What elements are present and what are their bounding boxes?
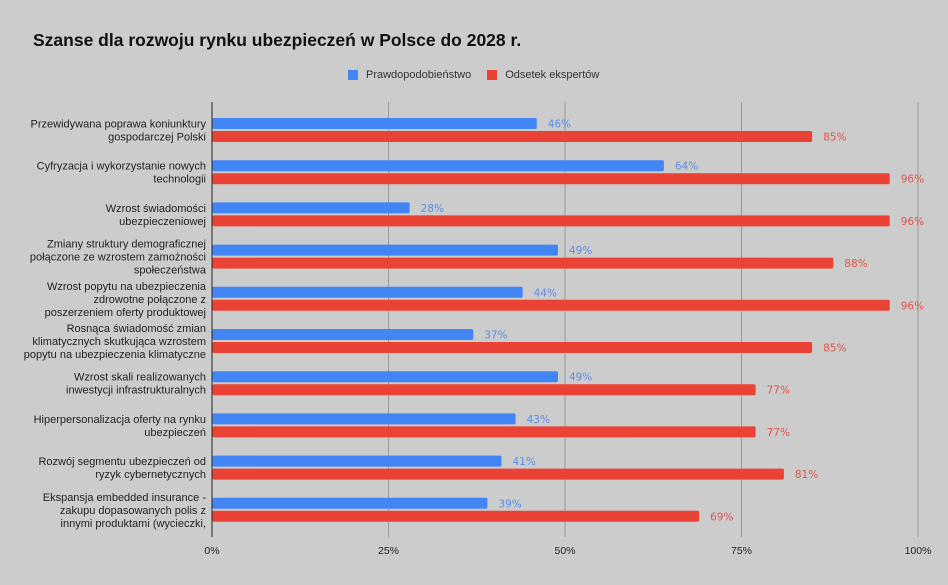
value-label-probability: 41% [512,456,535,468]
category-label: Wzrost popytu na ubezpieczenia zdrowotne … [45,281,207,319]
category-label-line: Hiperpersonalizacja oferty na rynku [34,414,206,426]
value-label-probability: 28% [421,203,444,215]
value-label-probability: 46% [548,119,571,131]
value-label-probability: 39% [498,498,521,510]
bar-probability[interactable] [212,286,523,298]
category-label: Zmiany struktury demograficznej połączone… [30,239,207,277]
category-label-line: zdrowotne połączone z [93,294,206,306]
bar-experts[interactable] [212,426,756,438]
category-label: Wzrost skali realizowanych inwestycji inf… [66,372,206,397]
bar-probability[interactable] [212,202,410,214]
bar-experts[interactable] [212,131,813,142]
legend-swatch-experts [487,70,498,80]
category-labels: Przewidywana poprawa koniunktury gospodar… [24,119,207,530]
bar-probability[interactable] [212,455,502,467]
bar-probability[interactable] [212,413,516,425]
category-label-line: Wzrost skali realizowanych [74,372,206,384]
category-label: Wzrost świadomości ubezpieczeniowej [106,203,206,228]
category-label-line: innymi produktami (wycieczki, [61,518,206,530]
value-label-probability: 49% [569,245,592,257]
value-labels: 46% 85% 64% 96% 28% 96% 49% 88% 44% 96% 37% 85% 49% 7… [421,119,924,524]
category-label-line: ubezpieczeń [144,427,206,439]
category-label-line: klimatycznych skutkująca wzrostem [32,336,206,348]
value-label-experts: 85% [823,343,846,355]
category-label: Cyfryzacja i wykorzystanie nowych technol… [37,161,206,186]
bar-probability[interactable] [212,160,664,172]
value-label-experts: 96% [901,216,924,228]
value-label-probability: 43% [527,414,550,426]
value-label-experts: 96% [901,300,924,312]
value-label-experts: 85% [823,132,846,144]
bars [212,118,890,522]
category-label-line: Cyfryzacja i wykorzystanie nowych [37,161,206,173]
category-label-line: popytu na ubezpieczenia klimatyczne [24,349,206,361]
value-label-probability: 49% [569,372,592,384]
category-label-line: ubezpieczeniowej [119,216,206,228]
category-label: Rozwój segmentu ubezpieczeń od ryzyk cybe… [38,456,206,481]
value-label-probability: 44% [534,287,557,299]
value-label-experts: 96% [901,174,924,186]
category-label: Ekspansja embedded insurance -zakupu dop… [43,492,207,530]
bar-probability[interactable] [212,118,537,129]
category-label: Hiperpersonalizacja oferty na rynku ubezp… [34,414,206,439]
category-label-line: Rozwój segmentu ubezpieczeń od [38,456,206,468]
category-label-line: Wzrost popytu na ubezpieczenia [47,281,207,293]
bar-experts[interactable] [212,384,756,396]
legend-label-experts: Odsetek ekspertów [505,69,600,81]
category-label-line: społeczeństwa [134,265,207,277]
bar-probability[interactable] [212,329,474,340]
value-label-experts: 88% [844,258,867,270]
category-label-line: technologii [153,174,206,186]
legend-label-probability: Prawdopodobieństwo [366,69,472,81]
category-label-line: zakupu dopasowanych polis z [60,505,206,517]
x-tick-label: 25% [378,545,399,557]
x-tick-label: 0% [204,545,219,557]
bar-experts[interactable] [212,173,890,185]
value-label-experts: 81% [795,469,818,481]
value-label-experts: 77% [767,385,790,397]
x-tick-label: 75% [731,545,752,557]
value-label-experts: 77% [767,427,790,439]
category-label: Przewidywana poprawa koniunktury gospodar… [31,119,207,144]
category-label-line: Ekspansja embedded insurance - [43,492,207,504]
bar-probability[interactable] [212,244,558,256]
bar-probability[interactable] [212,497,488,509]
bar-experts[interactable] [212,257,834,269]
category-label-line: gospodarczej Polski [108,132,206,144]
bar-experts[interactable] [212,215,890,227]
category-label-line: Rosnąca świadomość zmian [67,323,206,335]
x-tick-label: 100% [905,545,932,557]
bar-experts[interactable] [212,299,890,311]
bar-experts[interactable] [212,342,813,353]
x-tick-label: 50% [554,545,575,557]
category-label-line: ryzyk cybernetycznych [95,469,206,481]
category-label-line: inwestycji infrastrukturalnych [66,385,206,397]
category-label-line: Zmiany struktury demograficznej [47,239,206,251]
category-label-line: Przewidywana poprawa koniunktury [31,119,207,131]
category-label-line: Wzrost świadomości [106,203,206,215]
bar-probability[interactable] [212,371,558,383]
bar-experts[interactable] [212,510,700,522]
legend-swatch-probability [348,70,358,80]
category-label-line: poszerzeniem oferty produktowej [45,307,206,319]
legend-item-experts[interactable]: Odsetek ekspertów [487,69,599,81]
x-axis-ticks: 0% 25% 50% 75% 100% [204,545,931,557]
value-label-experts: 69% [710,511,733,523]
chart-title: Szanse dla rozwoju rynku ubezpieczeń w P… [33,30,522,50]
value-label-probability: 64% [675,161,698,173]
legend: Prawdopodobieństwo Odsetek ekspertów [348,69,615,81]
legend-item-probability[interactable]: Prawdopodobieństwo [348,69,471,81]
bar-experts[interactable] [212,468,784,480]
category-label-line: połączone ze wzrostem zamożności [30,252,206,264]
category-label: Rosnąca świadomość zmian klimatycznych sk… [24,323,206,361]
value-label-probability: 37% [484,330,507,342]
